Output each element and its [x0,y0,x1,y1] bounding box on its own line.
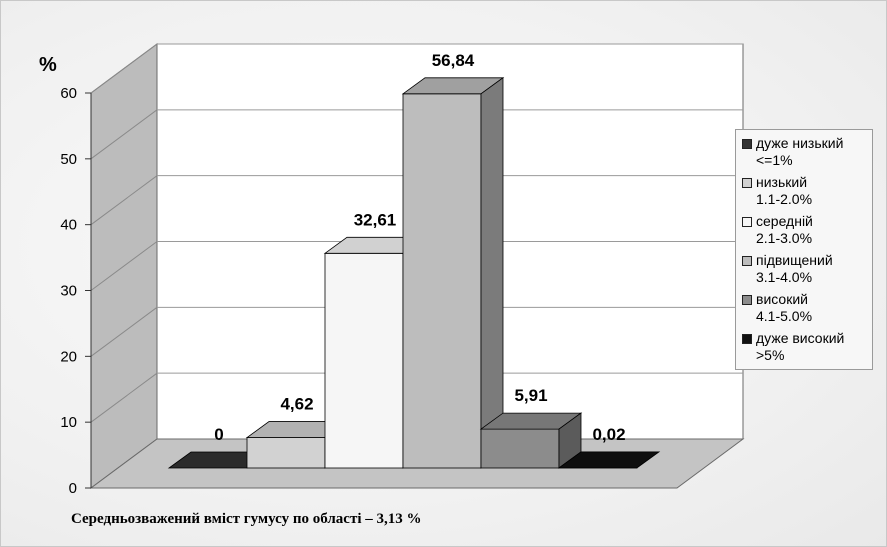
bar-top-shade [169,452,269,468]
legend-text: підвищений 3.1-4.0% [756,252,833,286]
chart-caption: Середньозважений вміст гумусу по області… [71,511,422,527]
bar-top-shade [325,237,425,254]
bar-side-shade [559,413,581,468]
gridline-side [90,43,158,94]
legend-item: дуже низький <=1% [742,135,866,169]
legend-range: 1.1-2.0% [756,191,813,207]
legend-item: дуже високий >5% [742,330,866,364]
bar-front [246,437,326,469]
legend-swatch [742,256,752,266]
data-label: 0,02 [592,425,625,444]
bar-front [324,252,404,469]
legend-item: підвищений 3.1-4.0% [742,252,866,286]
legend-item: низький 1.1-2.0% [742,174,866,208]
legend-swatch [742,334,752,344]
gridline-side [90,372,158,423]
data-label: 4,62 [280,395,313,414]
legend-label: дуже високий [756,330,845,346]
legend-item: високий 4.1-5.0% [742,291,866,325]
y-tick-label: 40 [60,217,77,234]
y-tick-label: 50 [60,151,77,168]
gridline-side [90,175,158,226]
legend-label: дуже низький [756,135,844,151]
bar-front [402,93,482,469]
legend-text: високий 4.1-5.0% [756,291,812,325]
legend-range: 2.1-3.0% [756,230,813,246]
bar-front [480,428,560,469]
legend-label: підвищений [756,252,833,268]
bar-4: 56,84 [401,51,505,469]
bar-top-shade [403,77,503,94]
gridline-side [90,109,158,160]
legend-swatch [742,217,752,227]
legend-text: низький 1.1-2.0% [756,174,812,208]
data-label: 5,91 [514,386,547,405]
bar-top-shade [481,413,581,430]
legend-swatch [742,295,752,305]
legend-range: 4.1-5.0% [756,308,813,324]
legend-swatch [742,139,752,149]
legend-range: <=1% [756,152,793,168]
legend-item: середній 2.1-3.0% [742,213,866,247]
y-tick-label: 10 [60,414,77,431]
data-label: 56,84 [432,51,475,70]
y-tick-label: 30 [60,283,77,300]
legend-label: середній [756,213,813,229]
legend-text: середній 2.1-3.0% [756,213,813,247]
bar-6: 0,02 [557,425,661,469]
legend-range: 3.1-4.0% [756,269,813,285]
legend-swatch [742,178,752,188]
legend-text: дуже високий >5% [756,330,844,364]
bar-1: 0 [167,425,271,469]
legend-range: >5% [756,347,785,363]
legend-label: низький [756,174,808,190]
bar-top-shade [247,421,347,438]
legend-text: дуже низький <=1% [756,135,843,169]
y-tick-label: 60 [60,85,77,102]
y-axis-label: % [39,54,57,76]
data-label: 32,61 [354,210,397,229]
y-tick-label: 20 [60,348,77,365]
gridline-side [90,306,158,357]
bar-top [557,451,661,469]
bar-side-shade [481,77,503,468]
bar-5: 5,91 [479,386,583,469]
chart-legend: дуже низький <=1% низький 1.1-2.0% середній 2… [735,129,873,370]
data-label: 0 [214,425,223,444]
legend-label: високий [756,291,808,307]
bar-top-shade [559,451,659,468]
gridline-side [90,241,158,291]
y-tick-label: 0 [69,480,77,497]
